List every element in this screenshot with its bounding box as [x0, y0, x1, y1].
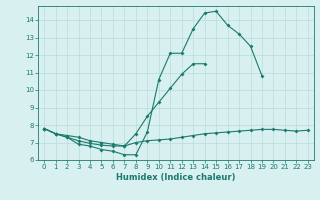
X-axis label: Humidex (Indice chaleur): Humidex (Indice chaleur) [116, 173, 236, 182]
